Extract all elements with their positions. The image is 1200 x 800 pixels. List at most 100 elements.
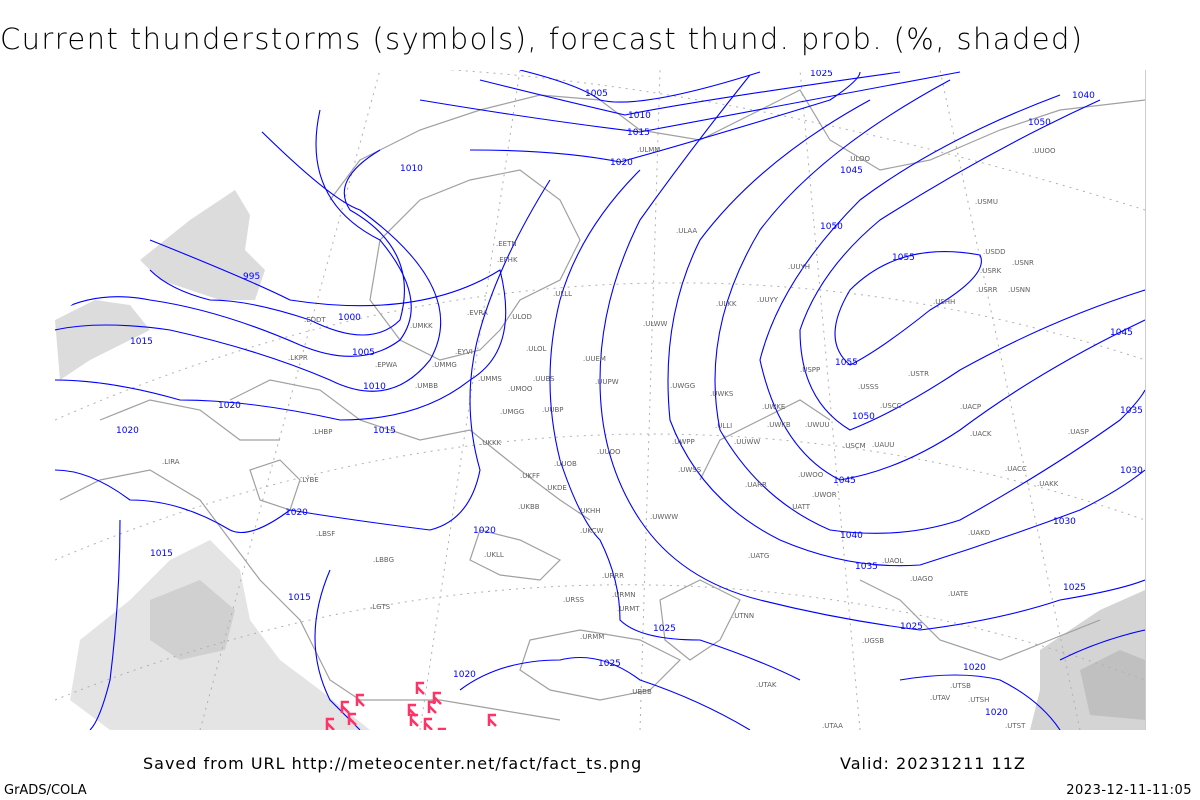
station-label: .EETN — [496, 240, 517, 248]
station-label: .USNN — [1008, 286, 1030, 294]
station-label: .ULAA — [676, 227, 697, 235]
station-label: .UGSB — [862, 637, 884, 645]
station-label: .UMMS — [478, 375, 502, 383]
station-label: .UKFF — [520, 472, 540, 480]
isobar-label: 1005 — [585, 89, 608, 99]
isobar-label: 1015 — [373, 426, 396, 436]
station-label: .UWSS — [678, 466, 702, 474]
isobar-label: 1000 — [338, 313, 361, 323]
thunderstorm-symbol — [487, 713, 497, 727]
station-label: .UWKB — [767, 421, 791, 429]
station-label: .UMKK — [410, 322, 433, 330]
station-label: .ULKK — [716, 300, 737, 308]
station-label: .UUBP — [542, 406, 564, 414]
thunderstorm-probability-shading — [55, 190, 1145, 730]
isobar-label: 1015 — [288, 593, 311, 603]
station-label: .UACK — [970, 430, 992, 438]
isobar-label: 1020 — [285, 508, 308, 518]
station-label: .UTST — [1005, 722, 1026, 730]
station-label: .LGTS — [370, 603, 391, 611]
isobar-label: 1020 — [610, 158, 633, 168]
isobar-labels: 1005 1010 1015 1020 1025 1040 1050 1045 1050 1055… — [116, 70, 1143, 718]
thunderstorm-symbol — [347, 712, 357, 726]
station-label: .UARR — [745, 481, 767, 489]
isobar-label: 1005 — [352, 348, 375, 358]
isobar-label: 1035 — [1120, 406, 1143, 416]
station-label: .UKHH — [578, 507, 600, 515]
station-label: .USNR — [1012, 259, 1034, 267]
station-label: .USCC — [880, 402, 902, 410]
isobar-label: 1015 — [150, 549, 173, 559]
valid-time: Valid: 20231211 11Z — [840, 754, 1026, 773]
station-label: .UAKK — [1037, 480, 1059, 488]
station-label: .ULOD — [510, 313, 532, 321]
station-label: .ULLI — [715, 422, 732, 430]
station-label: .UTSH — [968, 696, 989, 704]
isobar-label: 1015 — [130, 337, 153, 347]
isobar-label: 1045 — [1110, 328, 1133, 338]
station-label: .UMBB — [415, 382, 438, 390]
isobar-label: 995 — [243, 272, 260, 282]
station-label: .UUEM — [583, 355, 606, 363]
station-label: .UAOL — [882, 557, 904, 565]
station-label: .UATG — [748, 552, 769, 560]
isobar-label: 1040 — [840, 531, 863, 541]
station-label: .USCM — [843, 442, 866, 450]
station-label: .LKPR — [288, 354, 308, 362]
station-label: .USDD — [983, 248, 1006, 256]
station-label: .UWOR — [812, 491, 837, 499]
station-label: .UTAK — [756, 681, 777, 689]
isobar-label: 1020 — [963, 663, 986, 673]
station-label: .UACC — [1005, 465, 1027, 473]
station-label: .UKCW — [580, 527, 603, 535]
station-label: .ULLL — [553, 290, 572, 298]
station-label: .UKLL — [484, 551, 504, 559]
station-label: .URMM — [580, 633, 604, 641]
station-label: .EFHK — [497, 256, 518, 264]
station-label: .USPP — [800, 366, 820, 374]
station-label: .UUOB — [554, 460, 577, 468]
station-label: .UWGG — [670, 382, 695, 390]
station-label: .URRR — [602, 572, 624, 580]
isobar-label: 1015 — [627, 128, 650, 138]
lat-lon-grid — [55, 70, 1145, 730]
thunderstorm-symbol — [355, 693, 365, 707]
isobar-label: 1030 — [1053, 517, 1076, 527]
isobar-label: 1020 — [453, 670, 476, 680]
station-label: .UWPP — [672, 438, 695, 446]
isobars — [55, 70, 1145, 730]
station-label: .USTR — [908, 370, 929, 378]
station-label: .UACP — [960, 403, 981, 411]
station-label: .ULOL — [526, 345, 547, 353]
station-label: .UAGO — [910, 575, 933, 583]
isobar-label: 1020 — [218, 401, 241, 411]
thunderstorm-symbols — [325, 681, 497, 730]
station-label: .UUOO — [597, 448, 621, 456]
isobar-label: 1025 — [598, 659, 621, 669]
station-label: .UBBB — [630, 688, 652, 696]
station-label: .ULWW — [643, 320, 668, 328]
station-label: .UAUU — [872, 441, 894, 449]
station-label: .UMMG — [432, 361, 457, 369]
station-label: .UUYH — [788, 263, 810, 271]
software-credit: GrADS/COLA — [4, 783, 87, 798]
thunderstorm-symbol — [432, 691, 442, 705]
isobar-label: 1050 — [1028, 118, 1051, 128]
station-label: .UUOO — [1032, 147, 1056, 155]
station-label: .USRR — [976, 286, 998, 294]
station-label: .URMN — [612, 591, 636, 599]
source-url-text: Saved from URL http://meteocenter.net/fa… — [143, 754, 643, 773]
isobar-label: 1055 — [835, 358, 858, 368]
station-label: .EDDT — [304, 316, 326, 324]
isobar-label: 1025 — [653, 624, 676, 634]
isobar-label: 1020 — [985, 708, 1008, 718]
station-label: .UATT — [790, 503, 811, 511]
thunderstorm-symbol — [409, 713, 419, 727]
thunderstorm-symbol — [325, 717, 335, 730]
isobar-label: 1030 — [1120, 466, 1143, 476]
station-label: .UTAV — [930, 694, 950, 702]
station-label: .LBSF — [316, 530, 335, 538]
station-label: .UMOO — [508, 385, 533, 393]
isobar-label: 1010 — [400, 164, 423, 174]
station-label: .UMGG — [500, 408, 524, 416]
